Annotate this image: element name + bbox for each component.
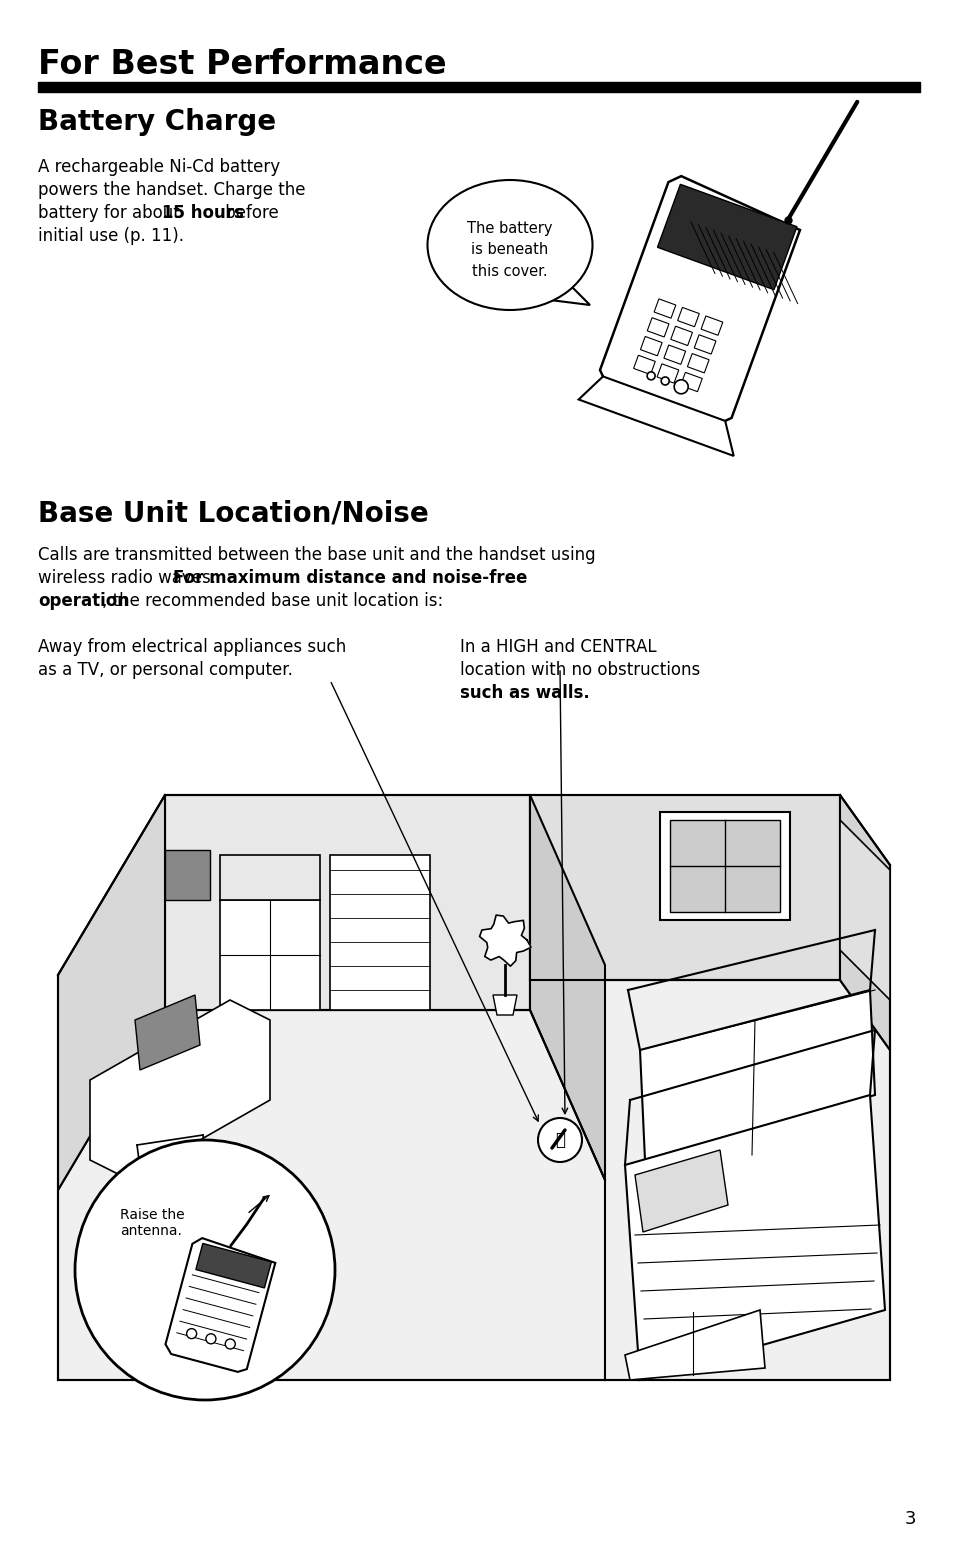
Text: Battery Charge: Battery Charge	[38, 108, 275, 136]
Circle shape	[75, 1140, 335, 1399]
Text: In a HIGH and CENTRAL: In a HIGH and CENTRAL	[459, 638, 656, 657]
Polygon shape	[840, 821, 889, 1000]
Polygon shape	[58, 796, 165, 1190]
Polygon shape	[646, 318, 668, 337]
Text: 📱: 📱	[555, 1131, 564, 1150]
Polygon shape	[90, 1000, 270, 1179]
Polygon shape	[599, 176, 800, 424]
Polygon shape	[694, 335, 715, 354]
Polygon shape	[140, 1170, 210, 1229]
Polygon shape	[700, 317, 722, 335]
Polygon shape	[135, 995, 200, 1070]
Polygon shape	[639, 991, 874, 1161]
Polygon shape	[624, 1310, 764, 1381]
Polygon shape	[195, 1243, 272, 1289]
Polygon shape	[663, 345, 685, 365]
Circle shape	[646, 371, 655, 379]
Circle shape	[537, 1119, 581, 1162]
Polygon shape	[669, 821, 780, 913]
Polygon shape	[639, 337, 661, 356]
Text: initial use (p. 11).: initial use (p. 11).	[38, 228, 184, 245]
Text: Base Unit Location/Noise: Base Unit Location/Noise	[38, 501, 428, 527]
Circle shape	[206, 1334, 215, 1343]
Text: location with no obstructions: location with no obstructions	[459, 661, 700, 679]
Circle shape	[187, 1329, 196, 1338]
Polygon shape	[479, 916, 531, 966]
Text: before: before	[220, 204, 278, 222]
Text: powers the handset. Charge the: powers the handset. Charge the	[38, 181, 305, 200]
Circle shape	[660, 378, 668, 385]
Text: battery for about: battery for about	[38, 204, 185, 222]
Polygon shape	[578, 376, 733, 456]
Polygon shape	[220, 855, 319, 900]
Polygon shape	[493, 995, 517, 1016]
Text: , the recommended base unit location is:: , the recommended base unit location is:	[102, 591, 443, 610]
Polygon shape	[657, 363, 679, 384]
Polygon shape	[58, 980, 889, 1381]
Polygon shape	[165, 850, 210, 900]
Circle shape	[225, 1338, 235, 1349]
Text: For Best Performance: For Best Performance	[38, 48, 446, 81]
Text: 15 hours: 15 hours	[162, 204, 244, 222]
Text: Raise the
antenna.: Raise the antenna.	[120, 1207, 185, 1239]
Polygon shape	[635, 1150, 727, 1232]
Polygon shape	[677, 307, 699, 326]
Text: A rechargeable Ni-Cd battery: A rechargeable Ni-Cd battery	[38, 158, 280, 176]
Polygon shape	[165, 1239, 275, 1371]
Text: 3: 3	[903, 1510, 915, 1527]
Ellipse shape	[427, 179, 592, 310]
Text: The battery
is beneath
this cover.: The battery is beneath this cover.	[467, 222, 552, 279]
Polygon shape	[530, 796, 840, 980]
Polygon shape	[657, 184, 796, 290]
Polygon shape	[687, 354, 708, 373]
Circle shape	[674, 379, 687, 393]
Polygon shape	[330, 855, 430, 1009]
Polygon shape	[165, 796, 530, 1009]
Text: wireless radio waves.: wireless radio waves.	[38, 569, 221, 587]
Polygon shape	[633, 356, 655, 374]
Polygon shape	[624, 1095, 884, 1381]
Text: Away from electrical appliances such: Away from electrical appliances such	[38, 638, 346, 657]
Text: Calls are transmitted between the base unit and the handset using: Calls are transmitted between the base u…	[38, 546, 595, 565]
Polygon shape	[654, 300, 675, 318]
Polygon shape	[679, 373, 701, 392]
Text: operation: operation	[38, 591, 129, 610]
Polygon shape	[530, 796, 604, 1179]
Polygon shape	[550, 279, 589, 306]
Polygon shape	[659, 813, 789, 920]
Text: such as walls.: such as walls.	[459, 683, 589, 702]
Text: as a TV, or personal computer.: as a TV, or personal computer.	[38, 661, 293, 679]
Polygon shape	[220, 900, 319, 1009]
Text: For maximum distance and noise-free: For maximum distance and noise-free	[172, 569, 527, 587]
Polygon shape	[840, 796, 889, 1050]
Polygon shape	[670, 326, 692, 345]
